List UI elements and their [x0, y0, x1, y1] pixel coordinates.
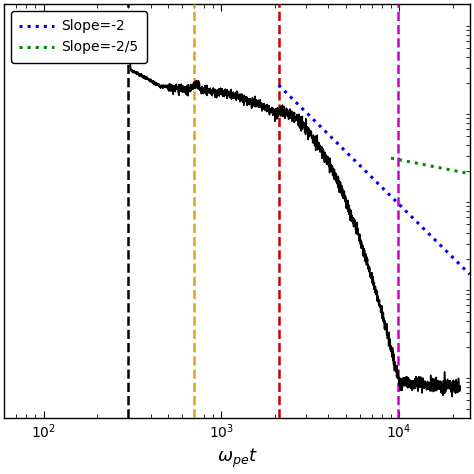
Line: Slope=-2: Slope=-2	[279, 85, 470, 274]
Slope=-2/5	[393, 156, 399, 162]
Legend: Slope=-2, Slope=-2/5: Slope=-2, Slope=-2/5	[11, 11, 146, 63]
Slope=-2	[457, 262, 463, 268]
Slope=-2/5	[467, 171, 473, 177]
Line: Slope=-2/5: Slope=-2/5	[391, 158, 470, 174]
Slope=-2	[287, 94, 293, 100]
Slope=-2/5	[409, 159, 415, 165]
Slope=-2	[283, 90, 289, 96]
Slope=-2	[276, 82, 282, 88]
X-axis label: $\omega_{pe}t$: $\omega_{pe}t$	[217, 447, 257, 470]
Slope=-2/5	[463, 170, 469, 176]
Slope=-2	[327, 133, 332, 138]
Slope=-2/5	[392, 156, 397, 162]
Slope=-2/5	[403, 158, 409, 164]
Slope=-2	[451, 255, 456, 261]
Slope=-2	[311, 118, 317, 123]
Slope=-2	[467, 272, 473, 277]
Slope=-2/5	[460, 170, 466, 175]
Slope=-2/5	[388, 155, 394, 161]
